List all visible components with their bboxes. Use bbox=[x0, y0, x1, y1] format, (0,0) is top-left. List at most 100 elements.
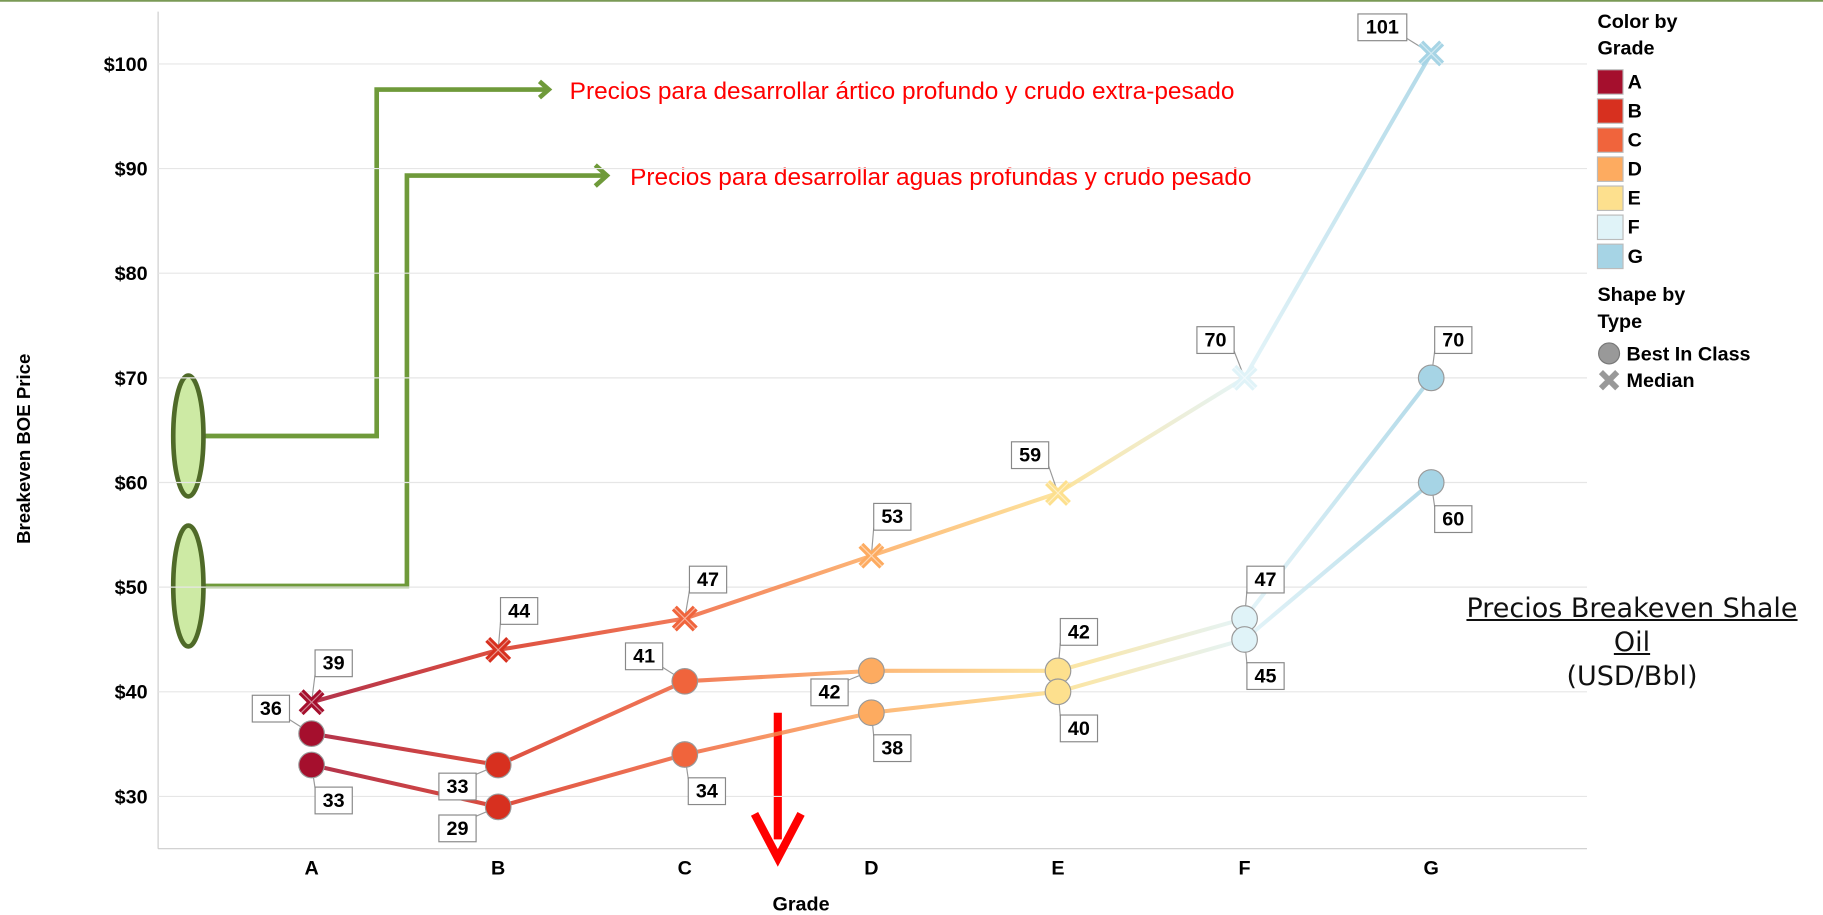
legend-title: Color by Grade bbox=[1597, 11, 1677, 60]
line-segment bbox=[1057, 637, 1246, 694]
line-segment bbox=[871, 689, 1059, 715]
label-box bbox=[314, 786, 353, 815]
marker-circle bbox=[1231, 626, 1258, 653]
value-label: 40 bbox=[1068, 718, 1090, 740]
line-segment bbox=[311, 647, 499, 705]
label-box bbox=[688, 565, 728, 594]
value-label: 44 bbox=[508, 600, 530, 622]
label-box bbox=[873, 502, 912, 531]
legend-swatch bbox=[1596, 127, 1624, 153]
marker-x-edge bbox=[1233, 366, 1256, 389]
legend-swatch bbox=[1596, 243, 1624, 270]
marker-x-edge bbox=[487, 639, 510, 661]
marker-x-edge bbox=[300, 691, 323, 714]
legend-label: B bbox=[1628, 100, 1642, 122]
label-box bbox=[810, 678, 849, 707]
title-block: Precios Breakeven Shale Oil (USD/Bbl) bbox=[1452, 592, 1812, 694]
label-box bbox=[1196, 326, 1235, 355]
y-tick-label: $50 bbox=[115, 577, 148, 599]
marker-circle bbox=[298, 720, 325, 747]
y-tick-label: $90 bbox=[115, 159, 148, 181]
x-tick-label: F bbox=[1239, 857, 1251, 879]
annotation: Precios para desarrollar ártico profundo… bbox=[570, 78, 1235, 105]
marker-x-edge bbox=[673, 607, 696, 630]
label-box bbox=[624, 642, 664, 671]
x-tick-label: B bbox=[491, 857, 505, 879]
label-box bbox=[314, 649, 353, 678]
label-box bbox=[687, 777, 727, 806]
legend-shape bbox=[1598, 369, 1620, 391]
label-box bbox=[499, 597, 539, 625]
line-segment bbox=[1057, 616, 1246, 673]
x-tick-label: D bbox=[864, 857, 878, 879]
value-label: 47 bbox=[1255, 569, 1277, 591]
legend-swatch bbox=[1596, 156, 1624, 182]
legend-swatch bbox=[1596, 69, 1624, 95]
connector bbox=[204, 87, 547, 439]
marker-circle bbox=[858, 657, 885, 685]
value-label: 101 bbox=[1366, 17, 1399, 39]
legend-label: Best In Class bbox=[1627, 343, 1751, 365]
value-label: 45 bbox=[1255, 665, 1277, 687]
marker-circle bbox=[484, 751, 512, 779]
value-label: 33 bbox=[447, 776, 469, 798]
annotation: Precios para desarrollar aguas profundas… bbox=[630, 164, 1251, 191]
marker-circle bbox=[671, 667, 699, 695]
label-box bbox=[1434, 326, 1473, 355]
x-tick-label: C bbox=[678, 857, 692, 879]
value-label: 42 bbox=[1068, 621, 1090, 643]
marker-circle bbox=[1417, 469, 1445, 496]
x-axis-label: Grade bbox=[773, 893, 830, 915]
y-axis-label: Breakeven BOE Price bbox=[13, 354, 34, 544]
y-tick-label: $30 bbox=[115, 786, 148, 808]
value-label: 39 bbox=[323, 653, 345, 675]
value-label: 41 bbox=[633, 646, 655, 668]
arrow-head bbox=[750, 811, 805, 867]
ellipse bbox=[170, 373, 206, 499]
marker-x-edge bbox=[860, 544, 883, 567]
line-segment bbox=[684, 553, 873, 621]
value-label: 42 bbox=[819, 682, 841, 704]
label-box bbox=[1010, 441, 1050, 470]
line-segment bbox=[1056, 376, 1246, 495]
label-box bbox=[1059, 714, 1099, 743]
legend-shape bbox=[1598, 342, 1621, 365]
value-label: 33 bbox=[323, 790, 345, 812]
value-label: 29 bbox=[447, 818, 469, 840]
arrow-head bbox=[537, 79, 553, 100]
label-box bbox=[873, 734, 912, 763]
subtitle: (USD/Bbl) bbox=[1566, 661, 1698, 692]
legend-label: G bbox=[1628, 246, 1643, 268]
x-tick-label: A bbox=[304, 857, 318, 879]
markers bbox=[298, 40, 1445, 821]
legend-swatch bbox=[1596, 185, 1624, 212]
labels: 39 44 47 53 59 70 101 36 33 41 42 42 47 70 33 29 34 38 40 4… bbox=[251, 13, 1473, 843]
value-label: 47 bbox=[697, 569, 719, 591]
label-box bbox=[1246, 662, 1285, 691]
line-segment bbox=[1243, 480, 1433, 642]
decoration bbox=[170, 79, 611, 649]
line-segment bbox=[684, 710, 872, 757]
value-label: 70 bbox=[1442, 329, 1464, 351]
value-label: 53 bbox=[881, 506, 903, 528]
label-box bbox=[438, 772, 477, 801]
y-tick-label: $80 bbox=[115, 263, 148, 285]
legend-label: Median bbox=[1627, 370, 1695, 392]
marker-x-edge bbox=[1420, 42, 1443, 65]
label-box bbox=[1059, 617, 1099, 646]
ellipse bbox=[170, 523, 206, 649]
line-segment bbox=[684, 668, 872, 684]
value-label: 34 bbox=[696, 781, 718, 803]
marker-circle bbox=[1044, 678, 1072, 706]
value-label: 36 bbox=[260, 698, 282, 720]
marker-circle bbox=[858, 699, 885, 727]
legend-title: Shape by Type bbox=[1597, 284, 1685, 333]
legend-label: E bbox=[1628, 188, 1641, 210]
leaders bbox=[289, 37, 1436, 817]
line-segment bbox=[870, 491, 1059, 558]
line-segment bbox=[497, 752, 686, 809]
line-segment bbox=[497, 616, 686, 652]
y-tick-label: $40 bbox=[115, 682, 148, 704]
